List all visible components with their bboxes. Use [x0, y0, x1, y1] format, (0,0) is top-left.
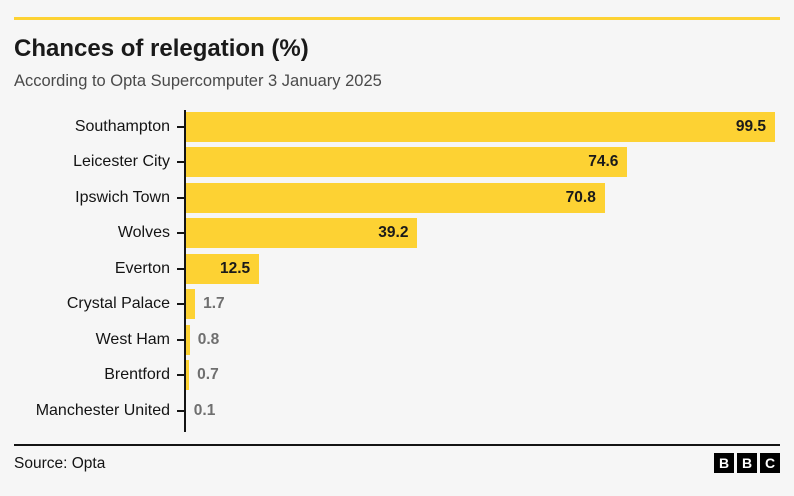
value-label: 12.5: [219, 259, 251, 277]
chart-subtitle: According to Opta Supercomputer 3 Januar…: [14, 72, 382, 90]
category-label: Southampton: [74, 117, 170, 135]
category-label: Manchester United: [35, 401, 170, 419]
bar: [185, 182, 605, 213]
axis-tick: [177, 303, 184, 306]
bar: [185, 324, 190, 355]
bar-row: Everton 12.5: [0, 251, 794, 287]
axis-tick: [177, 125, 184, 128]
axis-tick: [177, 196, 184, 199]
bar-row: Ipswich Town 70.8: [0, 180, 794, 216]
footer-divider: [14, 444, 780, 446]
bar-row: Leicester City 74.6: [0, 145, 794, 181]
axis-tick: [177, 338, 184, 341]
value-label: 0.7: [197, 366, 219, 384]
bar: [185, 360, 190, 391]
bbc-logo-letter: B: [737, 453, 757, 473]
bar-row: Wolves 39.2: [0, 216, 794, 252]
axis-tick: [177, 374, 184, 377]
y-axis-line: [184, 110, 186, 432]
bar-chart: Southampton 99.5 Leicester City 74.6 Ipswich…: [0, 109, 794, 432]
bar-row: Brentford 0.7: [0, 358, 794, 394]
value-label: 39.2: [378, 224, 409, 242]
value-label: 0.1: [193, 401, 216, 419]
top-accent-rule: [14, 17, 780, 20]
category-label: Ipswich Town: [75, 188, 170, 206]
category-label: Crystal Palace: [66, 295, 170, 313]
bbc-logo: B B C: [714, 453, 780, 473]
bar-row: Crystal Palace 1.7: [0, 287, 794, 323]
chart-title: Chances of relegation (%): [14, 35, 309, 62]
bar: [185, 253, 260, 284]
category-label: Everton: [114, 259, 170, 277]
bar: [185, 218, 418, 249]
value-label: 1.7: [203, 295, 225, 313]
bar-row: West Ham 0.8: [0, 322, 794, 358]
source-label: Source: Opta: [14, 455, 106, 472]
category-label: Brentford: [104, 366, 170, 384]
bbc-logo-letter: C: [760, 453, 780, 473]
value-label: 70.8: [565, 188, 596, 206]
bar: [185, 147, 628, 178]
axis-tick: [177, 409, 184, 412]
axis-tick: [177, 161, 184, 164]
category-label: Wolves: [117, 224, 170, 242]
bar: [185, 289, 196, 320]
value-label: 0.8: [197, 330, 220, 348]
value-label: 99.5: [735, 117, 767, 135]
category-label: Leicester City: [73, 153, 170, 171]
bar-row: Manchester United 0.1: [0, 393, 794, 429]
axis-tick: [177, 267, 184, 270]
axis-tick: [177, 232, 184, 235]
bar: [185, 111, 776, 142]
value-label: 74.6: [588, 153, 619, 171]
bar-row: Southampton 99.5: [0, 109, 794, 145]
category-label: West Ham: [95, 330, 170, 348]
bbc-logo-letter: B: [714, 453, 734, 473]
